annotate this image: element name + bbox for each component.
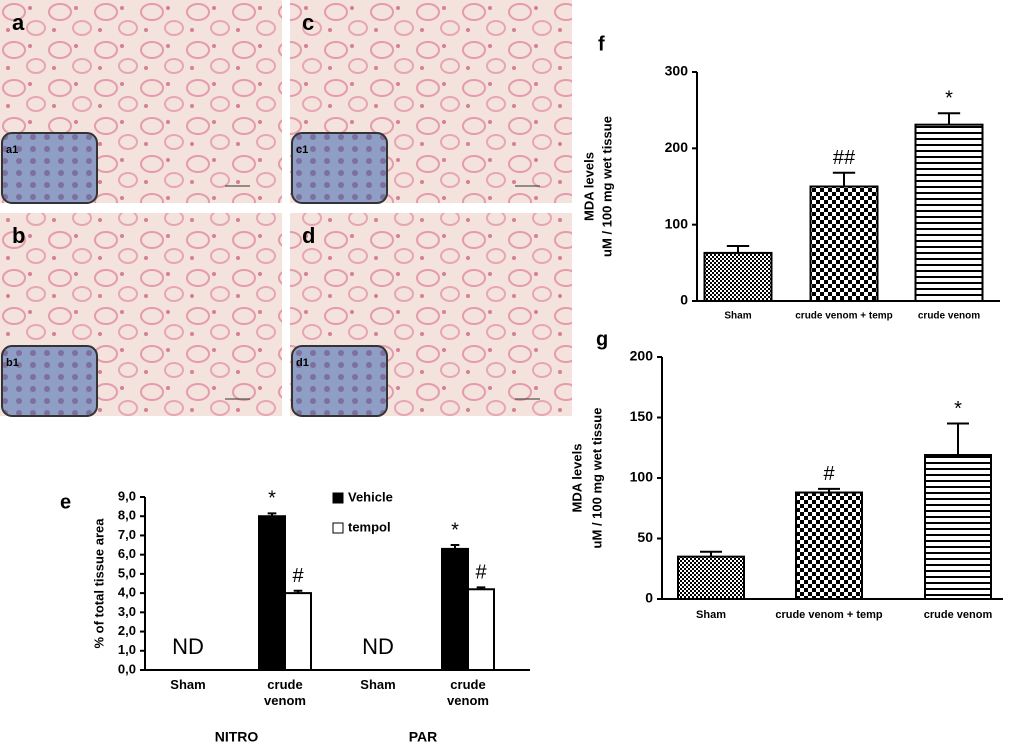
note: ND (172, 634, 204, 659)
inset (1, 132, 98, 204)
note: ND (362, 634, 394, 659)
error-bar (818, 487, 840, 493)
bar (795, 491, 863, 600)
bar (677, 555, 745, 601)
y-axis-label: % of total tissue area (91, 518, 106, 649)
panel-label: g (596, 328, 608, 350)
inset (1, 345, 98, 417)
panel-label: c (302, 10, 314, 35)
panel-label: b (12, 223, 25, 248)
y-tick-label: 0,0 (118, 661, 136, 676)
x-tick-label: crude venom + temp (775, 609, 883, 621)
x-tick-label: Sham (360, 677, 395, 692)
y-tick-label: 4,0 (118, 585, 136, 600)
bar (924, 454, 992, 601)
y-tick-label: 100 (665, 215, 689, 231)
annotation: # (292, 565, 304, 587)
x-tick-label: crude venom (447, 677, 489, 708)
y-tick-label: 200 (665, 139, 689, 155)
inset-label: c1 (296, 144, 308, 156)
legend-label: tempol (348, 519, 391, 534)
x-tick-label: Sham (696, 609, 726, 621)
group-label: NITRO (215, 729, 259, 745)
y-tick-label: 50 (637, 529, 653, 545)
inset-label: b1 (6, 357, 19, 369)
y-tick-label: 150 (630, 408, 654, 424)
group-label: PAR (409, 729, 438, 745)
error-bar (700, 550, 722, 557)
panel-label: f (598, 33, 605, 55)
panel-label: d (302, 223, 315, 248)
y-axis-label: uM / 100 mg wet tissue (589, 408, 604, 549)
y-axis-label: MDA levels (569, 444, 584, 513)
bar (258, 515, 286, 671)
annotation: * (268, 488, 276, 510)
y-tick-label: 200 (630, 348, 654, 364)
inset-label: a1 (6, 144, 18, 156)
annotation: ## (833, 147, 856, 169)
error-bar (832, 171, 856, 187)
bar (914, 123, 984, 302)
inset-label: d1 (296, 357, 309, 369)
y-tick-label: 300 (665, 63, 689, 79)
bar (284, 592, 312, 671)
y-tick-label: 1,0 (118, 642, 136, 657)
x-tick-label: crude venom (264, 677, 306, 708)
x-tick-label: crude venom + temp (795, 311, 893, 322)
inset (291, 345, 388, 417)
inset (291, 132, 388, 204)
error-bar (476, 586, 486, 590)
y-axis-label: MDA levels (581, 152, 596, 221)
y-tick-label: 100 (630, 469, 654, 485)
x-tick-label: crude venom (918, 311, 980, 322)
panel-label: a (12, 10, 25, 35)
annotation: * (451, 519, 459, 541)
y-tick-label: 0 (645, 590, 653, 606)
y-axis-label: uM / 100 mg wet tissue (599, 116, 614, 257)
y-tick-label: 6,0 (118, 546, 136, 561)
error-bar (937, 112, 961, 125)
bar (441, 547, 469, 672)
y-tick-label: 7,0 (118, 527, 136, 542)
y-tick-label: 5,0 (118, 565, 136, 580)
x-tick-label: crude venom (924, 609, 993, 621)
bar (809, 185, 879, 302)
bar (467, 588, 495, 671)
y-tick-label: 2,0 (118, 623, 136, 638)
legend-swatch (332, 492, 344, 504)
legend-swatch (332, 522, 344, 534)
annotation: * (954, 398, 962, 420)
y-tick-label: 3,0 (118, 604, 136, 619)
error-bar (726, 245, 750, 253)
annotation: # (475, 562, 487, 584)
y-tick-label: 0 (680, 292, 688, 308)
error-bar (450, 544, 460, 549)
error-bar (293, 589, 303, 594)
annotation: # (823, 463, 835, 485)
annotation: * (945, 88, 953, 110)
error-bar (267, 512, 277, 517)
error-bar (947, 422, 969, 456)
bar (703, 251, 773, 303)
y-tick-label: 8,0 (118, 508, 136, 523)
y-tick-label: 9,0 (118, 488, 136, 503)
x-tick-label: Sham (170, 677, 205, 692)
legend-label: Vehicle (348, 489, 393, 504)
x-tick-label: Sham (724, 311, 751, 322)
panel-label: e (60, 491, 71, 513)
